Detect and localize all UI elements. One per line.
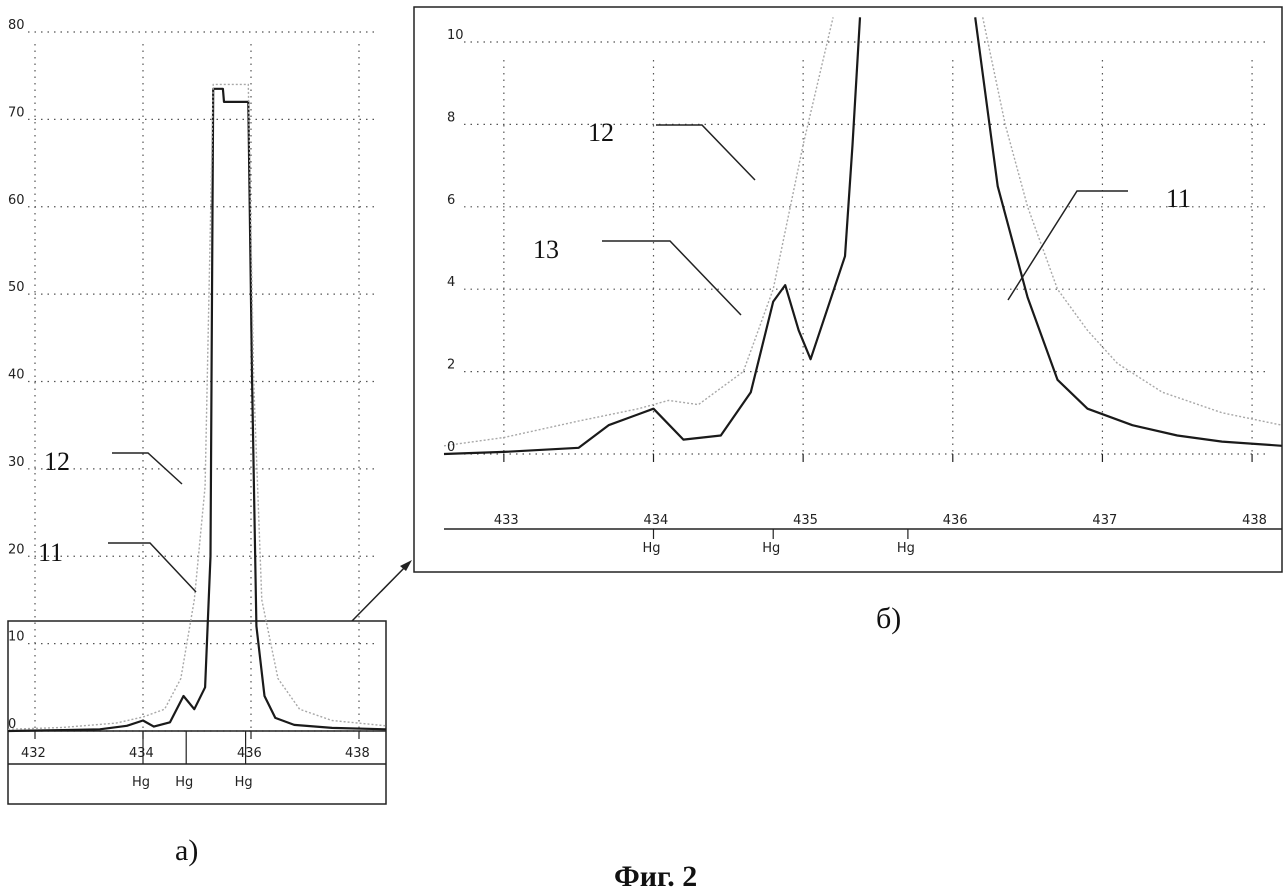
panel-b-x-tick-label: 436: [943, 513, 968, 528]
panel-a-hg-label: Hg: [175, 775, 193, 790]
panel-a-grid: [28, 32, 376, 731]
panel-b-grid: [464, 42, 1270, 454]
panel-b-x-tick-label: 434: [644, 513, 669, 528]
callout-b-11: 11: [1166, 184, 1191, 213]
panel-a-y-tick-label: 40: [8, 368, 25, 383]
panel-a-hg-label: Hg: [235, 775, 253, 790]
callout-b-11-leader: [1008, 191, 1128, 300]
panel-b-label: б): [876, 602, 901, 635]
panel-a-x-tick-label: 438: [345, 746, 370, 761]
callout-a-11: 11: [38, 538, 63, 567]
zoom-arrow: [352, 562, 410, 621]
panel-b-y-tick-label: 6: [447, 193, 455, 208]
panel-b-x-tick-label: 435: [793, 513, 818, 528]
panel-b-x-tick-label: 437: [1092, 513, 1117, 528]
panel-a-x-tick-label: 436: [237, 746, 262, 761]
panel-a-y-tick-label: 20: [8, 542, 25, 557]
panel-b-x-tick-label: 438: [1242, 513, 1267, 528]
panel-a-y-tick-label: 0: [8, 717, 16, 732]
panel-b-hg-label: Hg: [643, 541, 661, 556]
callout-b-12: 12: [588, 118, 614, 147]
panel-b-series-12: [983, 17, 1282, 425]
panel-a-series-11: [8, 89, 386, 731]
panel-b-ticks: 0 2 4 6 8 10 433 434 435 436 437 438 Hg Hg Hg: [447, 28, 1267, 556]
panel-b-y-tick-label: 0: [447, 440, 455, 455]
panel-a-y-tick-label: 30: [8, 455, 25, 470]
panel-a-y-tick-label: 50: [8, 280, 25, 295]
panel-a-zoom-box: [8, 621, 386, 804]
callout-b-13-leader: [602, 241, 741, 315]
panel-a-y-tick-label: 80: [8, 18, 25, 33]
panel-a-x-tick-label: 432: [21, 746, 46, 761]
panel-a-y-tick-label: 60: [8, 193, 25, 208]
panel-a-y-tick-label: 10: [8, 630, 25, 645]
figure-caption: Фиг. 2: [614, 860, 697, 893]
callout-a-12: 12: [44, 447, 70, 476]
panel-b-series: [444, 17, 1282, 454]
panel-b-x-tick-label: 433: [494, 513, 519, 528]
callout-b-13: 13: [533, 235, 559, 264]
panel-b-series-12: [444, 17, 833, 446]
callout-a-11-leader: [108, 543, 196, 592]
panel-b-series-11: [444, 17, 860, 454]
panel-b-y-tick-label: 2: [447, 358, 455, 373]
panel-b-y-tick-label: 10: [447, 28, 464, 43]
callout-b-12-leader: [656, 125, 755, 180]
panel-b-series-11: [975, 17, 1282, 446]
panel-a-x-tick-label: 434: [129, 746, 154, 761]
panel-a-hg-label: Hg: [132, 775, 150, 790]
panel-a-y-tick-label: 70: [8, 105, 25, 120]
panel-a: 0 10 20 30 40 50 60 70 80 432 434 436 438 Hg Hg Hg 12 1…: [8, 18, 386, 867]
panel-a-series-12: [8, 84, 386, 729]
panel-b-hg-label: Hg: [762, 541, 780, 556]
panel-a-label: а): [175, 834, 198, 867]
panel-b-y-tick-label: 4: [447, 275, 455, 290]
panel-a-ticks: 0 10 20 30 40 50 60 70 80 432 434 436 438 Hg Hg Hg: [8, 18, 370, 790]
panel-a-series: [8, 84, 386, 731]
panel-b: 0 2 4 6 8 10 433 434 435 436 437 438 Hg Hg Hg 12 13 11…: [414, 7, 1282, 635]
panel-b-y-tick-label: 8: [447, 110, 455, 125]
panel-b-hg-label: Hg: [897, 541, 915, 556]
